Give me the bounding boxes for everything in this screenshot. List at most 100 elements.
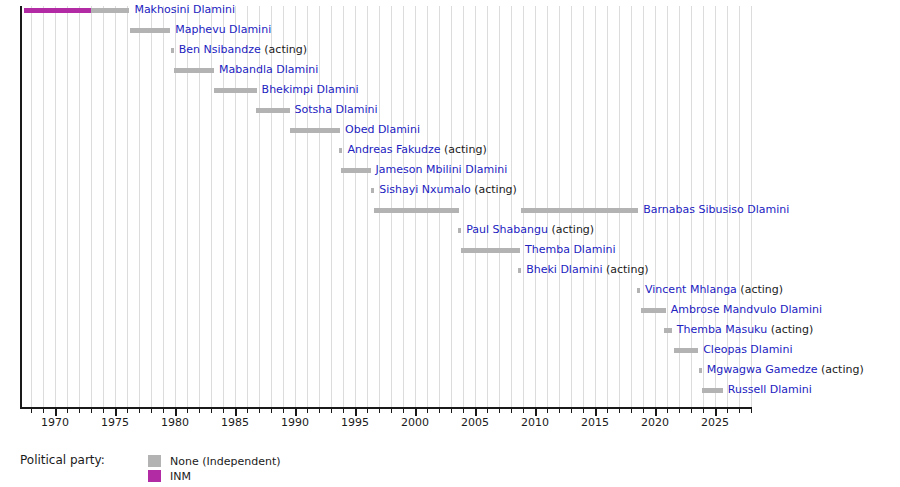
year-minor-tick [127, 409, 128, 413]
person-link[interactable]: Russell Dlamini [728, 383, 812, 396]
term-bar [702, 388, 723, 393]
legend-label-none: None (Independent) [170, 455, 281, 468]
gridline [511, 6, 512, 407]
year-minor-tick [247, 409, 248, 413]
person-link[interactable]: Sishayi Nxumalo [379, 183, 471, 196]
gridline [367, 6, 368, 407]
axis-year-label: 1995 [335, 416, 375, 429]
gridline [139, 6, 140, 407]
axis-year-label: 1990 [275, 416, 315, 429]
person-link[interactable]: Obed Dlamini [345, 123, 420, 136]
person-row-label: Andreas Fakudze (acting) [347, 143, 486, 157]
person-row-label: Sotsha Dlamini [295, 103, 378, 117]
year-minor-tick [43, 409, 44, 413]
year-minor-tick [559, 409, 560, 413]
person-link[interactable]: Jameson Mbilini Dlamini [376, 163, 508, 176]
gridline [427, 6, 428, 407]
gridline [163, 6, 164, 407]
gridline [391, 6, 392, 407]
year-minor-tick [703, 409, 704, 413]
person-link[interactable]: Makhosini Dlamini [134, 3, 235, 16]
acting-suffix: (acting) [737, 283, 783, 296]
year-minor-tick [307, 409, 308, 413]
person-link[interactable]: Barnabas Sibusiso Dlamini [643, 203, 789, 216]
term-bar [341, 168, 370, 173]
gridline [595, 6, 596, 407]
legend-swatch-none-icon [148, 455, 161, 467]
person-link[interactable]: Themba Dlamini [525, 243, 615, 256]
person-row-label: Barnabas Sibusiso Dlamini [643, 203, 789, 217]
year-minor-tick [463, 409, 464, 413]
person-row-label: Themba Dlamini [525, 243, 615, 257]
year-minor-tick [79, 409, 80, 413]
gridline [55, 6, 56, 407]
person-link[interactable]: Themba Masuku [677, 323, 767, 336]
acting-suffix: (acting) [602, 263, 648, 276]
gridline [355, 6, 356, 407]
gridline [211, 6, 212, 407]
person-row-label: Obed Dlamini [345, 123, 420, 137]
axis-year-label: 1985 [215, 416, 255, 429]
term-bar [171, 48, 174, 53]
gridline [319, 6, 320, 407]
year-major-tick [295, 409, 297, 416]
year-minor-tick [211, 409, 212, 413]
person-link[interactable]: Sotsha Dlamini [295, 103, 378, 116]
term-bar [699, 368, 702, 373]
person-row-label: Russell Dlamini [728, 383, 812, 397]
person-link[interactable]: Bheki Dlamini [526, 263, 602, 276]
year-major-tick [535, 409, 537, 416]
term-bar [290, 128, 340, 133]
person-link[interactable]: Paul Shabangu [466, 223, 548, 236]
person-link[interactable]: Maphevu Dlamini [175, 23, 271, 36]
term-bar [458, 228, 461, 233]
acting-suffix: (acting) [471, 183, 517, 196]
person-row-label: Jameson Mbilini Dlamini [376, 163, 508, 177]
gridline [559, 6, 560, 407]
year-major-tick [175, 409, 177, 416]
year-minor-tick [523, 409, 524, 413]
person-row-label: Makhosini Dlamini [134, 3, 235, 17]
person-link[interactable]: Ambrose Mandvulo Dlamini [671, 303, 822, 316]
term-bar [664, 328, 672, 333]
y-axis-line [20, 6, 22, 409]
year-minor-tick [391, 409, 392, 413]
axis-year-label: 1975 [95, 416, 135, 429]
year-minor-tick [199, 409, 200, 413]
gridline [523, 6, 524, 407]
year-minor-tick [691, 409, 692, 413]
person-link[interactable]: Bhekimpi Dlamini [262, 83, 359, 96]
year-major-tick [415, 409, 417, 416]
gridline [547, 6, 548, 407]
term-bar [637, 288, 640, 293]
year-minor-tick [547, 409, 548, 413]
acting-suffix: (acting) [440, 143, 486, 156]
term-bar [674, 348, 699, 353]
acting-suffix: (acting) [261, 43, 307, 56]
year-minor-tick [139, 409, 140, 413]
person-link[interactable]: Ben Nsibandze [179, 43, 261, 56]
person-row-label: Cleopas Dlamini [703, 343, 792, 357]
gridline [91, 6, 92, 407]
year-minor-tick [643, 409, 644, 413]
axis-year-label: 1980 [155, 416, 195, 429]
person-link[interactable]: Vincent Mhlanga [645, 283, 737, 296]
person-link[interactable]: Cleopas Dlamini [703, 343, 792, 356]
person-row-label: Ben Nsibandze (acting) [179, 43, 307, 57]
year-minor-tick [103, 409, 104, 413]
person-row-label: Mgwagwa Gamedze (acting) [707, 363, 864, 377]
year-minor-tick [343, 409, 344, 413]
person-link[interactable]: Andreas Fakudze [347, 143, 440, 156]
gridline [403, 6, 404, 407]
gridline [631, 6, 632, 407]
person-link[interactable]: Mabandla Dlamini [219, 63, 318, 76]
person-row-label: Bhekimpi Dlamini [262, 83, 359, 97]
year-minor-tick [487, 409, 488, 413]
term-bar [339, 148, 342, 153]
axis-year-label: 2010 [515, 416, 555, 429]
year-minor-tick [187, 409, 188, 413]
person-link[interactable]: Mgwagwa Gamedze [707, 363, 818, 376]
year-minor-tick [679, 409, 680, 413]
gridline [583, 6, 584, 407]
year-minor-tick [403, 409, 404, 413]
